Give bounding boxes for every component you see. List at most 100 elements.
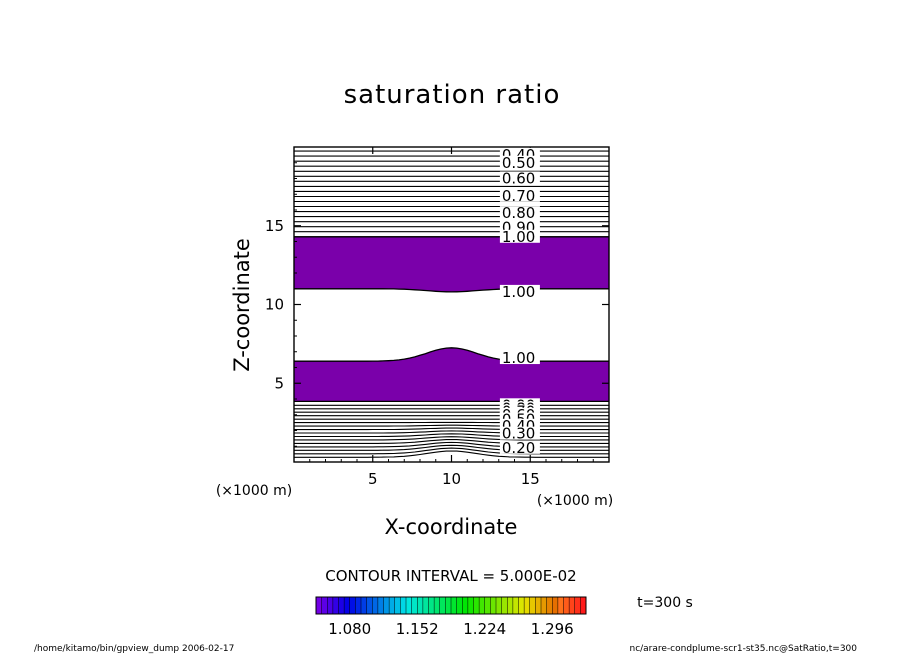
time-label: t=300 s [637, 595, 693, 611]
contour-line [294, 436, 609, 441]
colorbar-cell [451, 597, 458, 614]
contour-label-bg [499, 206, 540, 220]
contour-label: 0.80 [502, 204, 535, 222]
colorbar-tick-label: 1.152 [396, 620, 439, 638]
colorbar-cell [580, 597, 587, 614]
contour-line [294, 438, 609, 444]
colorbar-cell [406, 597, 413, 614]
contour-line [294, 427, 609, 431]
colorbar-cell [501, 597, 508, 614]
contour-line [294, 424, 609, 427]
contour-label-bg [499, 440, 540, 454]
colorbar-cell [473, 597, 480, 614]
contour-label: 0.20 [502, 439, 535, 457]
colorbar-cell [552, 597, 559, 614]
contour-line [294, 441, 609, 448]
contour-label: 1.00 [502, 283, 535, 301]
footer-left: /home/kitamo/bin/gpview_dump 2006-02-17 [34, 644, 234, 654]
x-tick-label: 10 [442, 470, 461, 488]
y-tick-label: 5 [274, 374, 284, 392]
plot-area: 5 10 15510150.400.500.600.700.800.901.001.… [265, 146, 610, 488]
colorbar-cell [422, 597, 429, 614]
contour-label: 0.60 [502, 170, 535, 188]
colorbar-cell [377, 597, 384, 614]
colorbar-cell [417, 597, 424, 614]
x-tick-label: 5 [368, 470, 378, 488]
shaded-region [294, 347, 609, 402]
colorbar-cell [529, 597, 536, 614]
colorbar-tick-label: 1.296 [531, 620, 574, 638]
x-tick-label: 15 [521, 470, 540, 488]
colorbar-cell [344, 597, 351, 614]
colorbar-tick-label: 1.224 [463, 620, 506, 638]
colorbar-cell [338, 597, 345, 614]
colorbar-cell [546, 597, 553, 614]
y-axis-title: Z-coordinate [230, 238, 254, 372]
contour-label-bg [499, 155, 540, 169]
colorbar-cell [462, 597, 469, 614]
colorbar-cell [512, 597, 519, 614]
colorbar-cell [490, 597, 497, 614]
contour-line [294, 444, 609, 451]
colorbar-cell [366, 597, 373, 614]
colorbar-cell [456, 597, 463, 614]
colorbar-cell [518, 597, 525, 614]
contour-line [294, 433, 609, 438]
y-tick-label: 10 [265, 296, 284, 314]
colorbar-cell [400, 597, 407, 614]
contour-label: 0.70 [502, 187, 535, 205]
colorbar-tick-label: 1.080 [328, 620, 371, 638]
contour-line [294, 288, 609, 293]
colorbar: 1.080 1.152 1.224 1.296 [315, 596, 587, 638]
footer-right: nc/arare-condplume-scr1-st35.nc@SatRatio… [629, 644, 857, 654]
plot-frame [293, 146, 610, 463]
colorbar-cell [535, 597, 542, 614]
contour-line [294, 347, 609, 362]
colorbar-cell [411, 597, 418, 614]
y-tick-label: 15 [265, 217, 284, 235]
contour-label-bg [499, 188, 540, 202]
colorbar-cell [541, 597, 548, 614]
colorbar-cell [389, 597, 396, 614]
colorbar-cell [445, 597, 452, 614]
colorbar-cell [383, 597, 390, 614]
contour-line [294, 450, 609, 458]
colorbar-cell [372, 597, 379, 614]
contour-label: 0.50 [502, 154, 535, 172]
contour-line [294, 447, 609, 455]
colorbar-cell [496, 597, 503, 614]
shaded-region [294, 236, 609, 292]
x-axis-unit: (×1000 m) [537, 493, 613, 509]
colorbar-cell [361, 597, 368, 614]
contour-label: 1.00 [502, 349, 535, 367]
contour-label-bg [499, 284, 540, 298]
colorbar-cell [479, 597, 486, 614]
colorbar-cell [394, 597, 401, 614]
colorbar-cell [484, 597, 491, 614]
x-axis-title: X-coordinate [385, 515, 518, 539]
contour-label-bg [499, 229, 540, 243]
colorbar-cell [428, 597, 435, 614]
contour-label-bg [499, 426, 540, 440]
colorbar-cell [507, 597, 514, 614]
contour-interval-label: CONTOUR INTERVAL = 5.000E-02 [325, 567, 576, 585]
colorbar-cell [563, 597, 570, 614]
y-axis-unit: (×1000 m) [216, 483, 292, 499]
colorbar-frame [315, 596, 587, 615]
contour-label-bg [499, 171, 540, 185]
colorbar-cell [332, 597, 339, 614]
colorbar-cell [327, 597, 334, 614]
colorbar-cell [316, 597, 323, 614]
contour-line [294, 430, 609, 434]
colorbar-cell [467, 597, 474, 614]
colorbar-cell [524, 597, 531, 614]
contour-label: 1.00 [502, 228, 535, 246]
colorbar-cell [569, 597, 576, 614]
colorbar-cell [355, 597, 362, 614]
contour-label: 0.30 [502, 425, 535, 443]
colorbar-cell [439, 597, 446, 614]
colorbar-cell [574, 597, 581, 614]
contour-label-bg [499, 351, 540, 365]
colorbar-cell [557, 597, 564, 614]
